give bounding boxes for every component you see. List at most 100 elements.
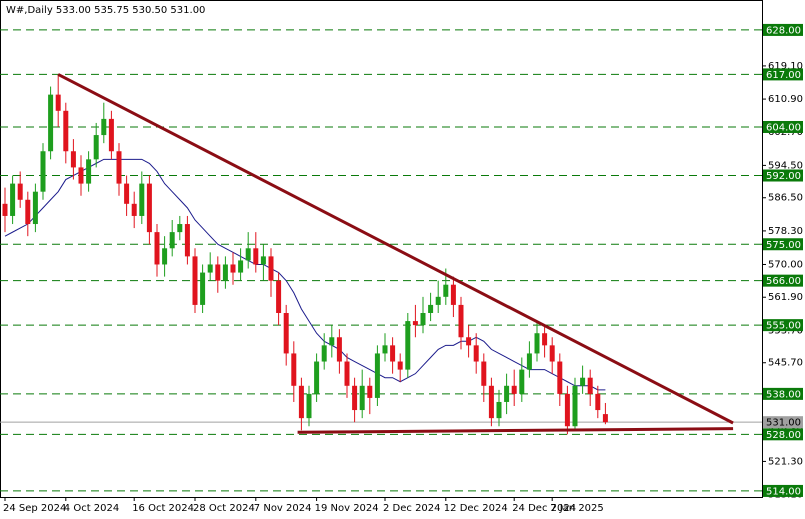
candle-body — [314, 361, 320, 394]
candle-body — [450, 284, 456, 305]
candle-body — [306, 393, 312, 419]
candle-body — [344, 361, 350, 386]
candle-body — [496, 401, 502, 419]
candle-body — [276, 280, 282, 314]
level-label-box — [763, 387, 803, 400]
level-label-box — [763, 274, 803, 287]
x-tick-label: 7 Jan 2025 — [550, 503, 604, 514]
candle-body — [504, 385, 510, 402]
y-tick-label: 521.30 — [768, 456, 803, 467]
level-label-box — [763, 484, 803, 497]
x-tick-label: 2 Dec 2024 — [383, 503, 441, 514]
candle-body — [162, 248, 168, 265]
level-label-box — [763, 428, 803, 441]
current-price-label: 531.00 — [766, 418, 801, 429]
level-label: 628.00 — [766, 25, 801, 36]
candle-body — [116, 151, 122, 184]
level-label: 538.00 — [766, 389, 801, 400]
candle-body — [63, 110, 69, 152]
candle-body — [260, 256, 266, 265]
candle-body — [564, 393, 570, 427]
candle-body — [466, 337, 472, 346]
candle-body — [382, 345, 388, 354]
candle-body — [40, 151, 46, 192]
y-tick-label: 561.90 — [768, 292, 803, 303]
candle-body — [352, 385, 358, 411]
candle-body — [602, 414, 608, 423]
candle-body — [131, 203, 137, 216]
candle-body — [428, 304, 434, 314]
level-label-box — [763, 238, 803, 251]
moving-average — [4, 158, 606, 391]
candle-body — [17, 183, 23, 200]
level-label-box — [763, 120, 803, 133]
x-tick-label: 16 Oct 2024 — [132, 503, 194, 514]
candle-body — [86, 159, 92, 184]
candle-body — [101, 118, 107, 136]
candle-body — [435, 296, 441, 305]
candle-body — [397, 361, 403, 370]
candle-body — [291, 353, 297, 386]
candle-body — [93, 135, 99, 160]
candle-body — [359, 385, 365, 411]
candle-body — [412, 321, 418, 326]
level-label-box — [763, 68, 803, 81]
y-tick-label: 578.30 — [768, 226, 803, 237]
candle-body — [70, 151, 76, 168]
level-label-box — [763, 319, 803, 332]
level-label: 604.00 — [766, 122, 801, 133]
level-label: 617.00 — [766, 70, 801, 81]
current-price-box — [763, 416, 803, 429]
candle-body — [336, 337, 342, 362]
x-tick-label: 24 Dec 2024 — [512, 503, 576, 514]
candle-body — [55, 94, 61, 111]
y-tick-label: 545.70 — [768, 358, 803, 369]
candle-body — [329, 337, 335, 346]
candle-body — [557, 361, 563, 394]
plot-frame — [0, 0, 763, 498]
x-tick-label: 4 Oct 2024 — [64, 503, 119, 514]
candle-body — [374, 353, 380, 398]
level-label: 592.00 — [766, 171, 801, 182]
candle-body — [253, 248, 259, 265]
candle-body — [184, 224, 190, 257]
candle-body — [367, 385, 373, 398]
candle-body — [390, 345, 396, 362]
candle-body — [580, 377, 586, 386]
trendline — [57, 73, 734, 425]
level-label: 575.00 — [766, 240, 801, 251]
candle-body — [124, 183, 130, 204]
candle-body — [542, 333, 548, 346]
candle-body — [443, 284, 449, 297]
candle-body — [458, 304, 464, 338]
level-label: 555.00 — [766, 321, 801, 332]
candle-body — [587, 377, 593, 394]
candle-body — [405, 321, 411, 370]
candle-body — [488, 385, 494, 419]
x-tick-label: 24 Sep 2024 — [3, 503, 66, 514]
candle-body — [572, 385, 578, 427]
candle-body — [78, 167, 84, 184]
x-tick-label: 19 Nov 2024 — [315, 503, 379, 514]
candle-body — [245, 248, 251, 261]
candle-body — [481, 361, 487, 386]
candle-body — [595, 393, 601, 411]
y-tick-label: 610.90 — [768, 94, 803, 105]
candle-body — [146, 183, 152, 233]
candle-body — [10, 183, 16, 216]
y-tick-label: 594.50 — [768, 160, 803, 171]
level-label-box — [763, 23, 803, 36]
candle-body — [222, 264, 228, 281]
candle-body — [283, 313, 289, 354]
candle-body — [519, 369, 525, 394]
candle-body — [268, 256, 274, 281]
candle-body — [169, 232, 175, 249]
candle-body — [2, 203, 8, 216]
level-label-box — [763, 169, 803, 182]
y-tick-label: 619.10 — [768, 61, 803, 72]
candle-body — [321, 345, 327, 362]
candle-body — [25, 199, 31, 225]
x-tick-label: 28 Oct 2024 — [193, 503, 255, 514]
candle-body — [511, 385, 517, 394]
candle-body — [207, 264, 213, 273]
